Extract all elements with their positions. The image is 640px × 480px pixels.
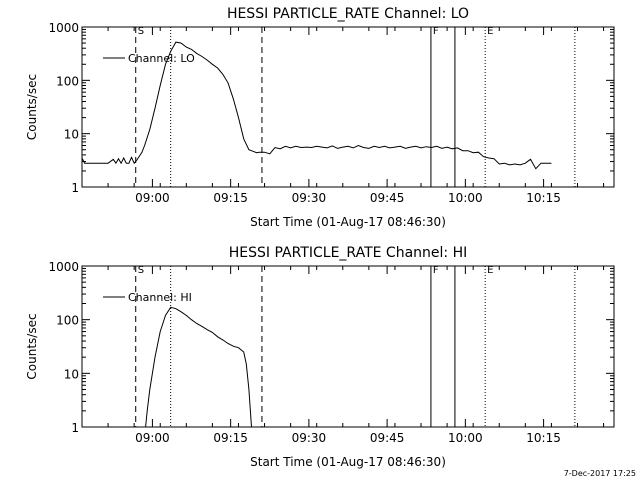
- plot-frame: [81, 265, 615, 428]
- event-marker-label: F: [433, 265, 439, 276]
- x-tick-label: 09:45: [370, 431, 405, 445]
- x-tick-label: 09:00: [135, 431, 170, 445]
- chart-panel-1: HESSI PARTICLE_RATE Channel: LO Counts/se…: [25, 6, 615, 229]
- x-tick-label: 09:15: [213, 431, 248, 445]
- y-tick-label: 10: [64, 367, 79, 381]
- x-axis-label: Start Time (01-Aug-17 08:46:30): [250, 215, 446, 229]
- x-tick-label: 09:45: [370, 191, 405, 205]
- data-series-line: [81, 41, 552, 170]
- x-tick-label: 09:15: [213, 191, 248, 205]
- plot-frame: [81, 26, 615, 188]
- x-tick-label: 10:15: [526, 191, 561, 205]
- x-tick-label: 10:00: [448, 191, 483, 205]
- y-axis-label: Counts/sec: [25, 313, 39, 379]
- y-tick-label: 100: [56, 74, 79, 88]
- generation-timestamp: 7-Dec-2017 17:25: [563, 469, 636, 478]
- event-marker-label: F: [433, 26, 439, 37]
- chart-title: HESSI PARTICLE_RATE Channel: HI: [229, 245, 467, 261]
- y-tick-label: 1000: [48, 21, 79, 35]
- x-tick-label: 09:30: [292, 431, 327, 445]
- x-tick-label: 09:30: [292, 191, 327, 205]
- legend-label: Channel: HI: [128, 291, 192, 304]
- y-tick-label: 100: [56, 314, 79, 328]
- legend-label: Channel: LO: [128, 52, 195, 65]
- y-tick-label: 1: [71, 181, 79, 195]
- y-tick-label: 1000: [48, 260, 79, 274]
- event-marker-label: E: [487, 265, 493, 276]
- event-marker-label: S: [138, 265, 144, 276]
- y-axis-label: Counts/sec: [25, 74, 39, 140]
- x-tick-label: 10:00: [448, 431, 483, 445]
- event-marker-label: E: [487, 26, 493, 37]
- x-axis-label: Start Time (01-Aug-17 08:46:30): [250, 455, 446, 469]
- x-tick-label: 10:15: [526, 431, 561, 445]
- y-tick-label: 10: [64, 128, 79, 142]
- chart-panel-2: HESSI PARTICLE_RATE Channel: HI Counts/se…: [25, 245, 615, 469]
- y-tick-label: 1: [71, 421, 79, 435]
- chart-title: HESSI PARTICLE_RATE Channel: LO: [227, 6, 469, 22]
- event-marker-label: S: [138, 26, 144, 37]
- data-series-line: [145, 306, 252, 428]
- x-tick-label: 09:00: [135, 191, 170, 205]
